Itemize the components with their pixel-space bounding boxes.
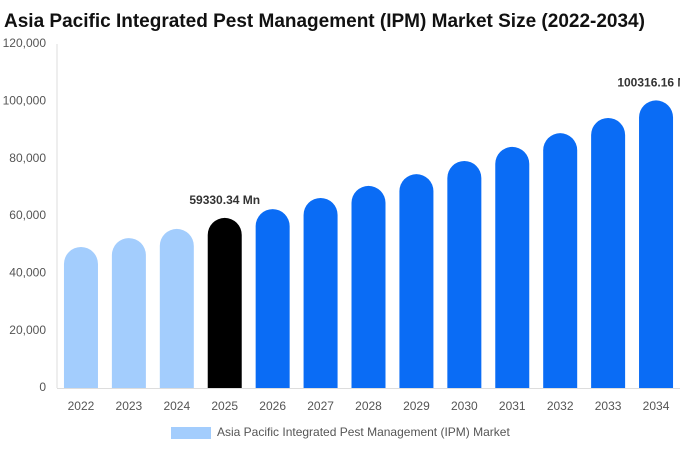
bar <box>543 133 578 388</box>
x-tick-label: 2023 <box>116 399 143 413</box>
bar <box>591 117 626 388</box>
x-tick-label: 2028 <box>355 399 382 413</box>
y-tick-label: 0 <box>39 380 46 394</box>
x-tick-label: 2029 <box>403 399 430 413</box>
y-tick-label: 20,000 <box>9 323 46 337</box>
y-tick-label: 80,000 <box>9 151 46 165</box>
y-tick-label: 120,000 <box>3 36 47 50</box>
bar <box>495 146 530 388</box>
bar <box>159 228 194 388</box>
y-tick-label: 100,000 <box>3 94 47 108</box>
legend-label: Asia Pacific Integrated Pest Management … <box>217 425 510 439</box>
bar <box>111 238 146 388</box>
bar <box>255 209 290 388</box>
x-tick-label: 2032 <box>547 399 574 413</box>
y-tick-label: 40,000 <box>9 266 46 280</box>
bar <box>639 100 674 389</box>
data-label: 59330.34 Mn <box>189 193 260 207</box>
legend-swatch <box>171 427 211 439</box>
bar <box>351 185 386 388</box>
x-tick-label: 2031 <box>499 399 526 413</box>
bar <box>303 197 338 388</box>
x-tick-label: 2034 <box>643 399 670 413</box>
y-tick-label: 60,000 <box>9 208 46 222</box>
x-tick-label: 2033 <box>595 399 622 413</box>
x-tick-label: 2027 <box>307 399 334 413</box>
bar <box>207 217 242 388</box>
x-tick-label: 2022 <box>68 399 95 413</box>
x-tick-label: 2025 <box>211 399 238 413</box>
bar <box>399 174 434 388</box>
chart-title: Asia Pacific Integrated Pest Management … <box>4 11 645 32</box>
bar <box>63 246 98 388</box>
x-tick-label: 2026 <box>259 399 286 413</box>
bar <box>447 160 482 388</box>
x-tick-label: 2030 <box>451 399 478 413</box>
data-label: 100316.16 Mn <box>617 76 680 90</box>
x-tick-label: 2024 <box>163 399 190 413</box>
